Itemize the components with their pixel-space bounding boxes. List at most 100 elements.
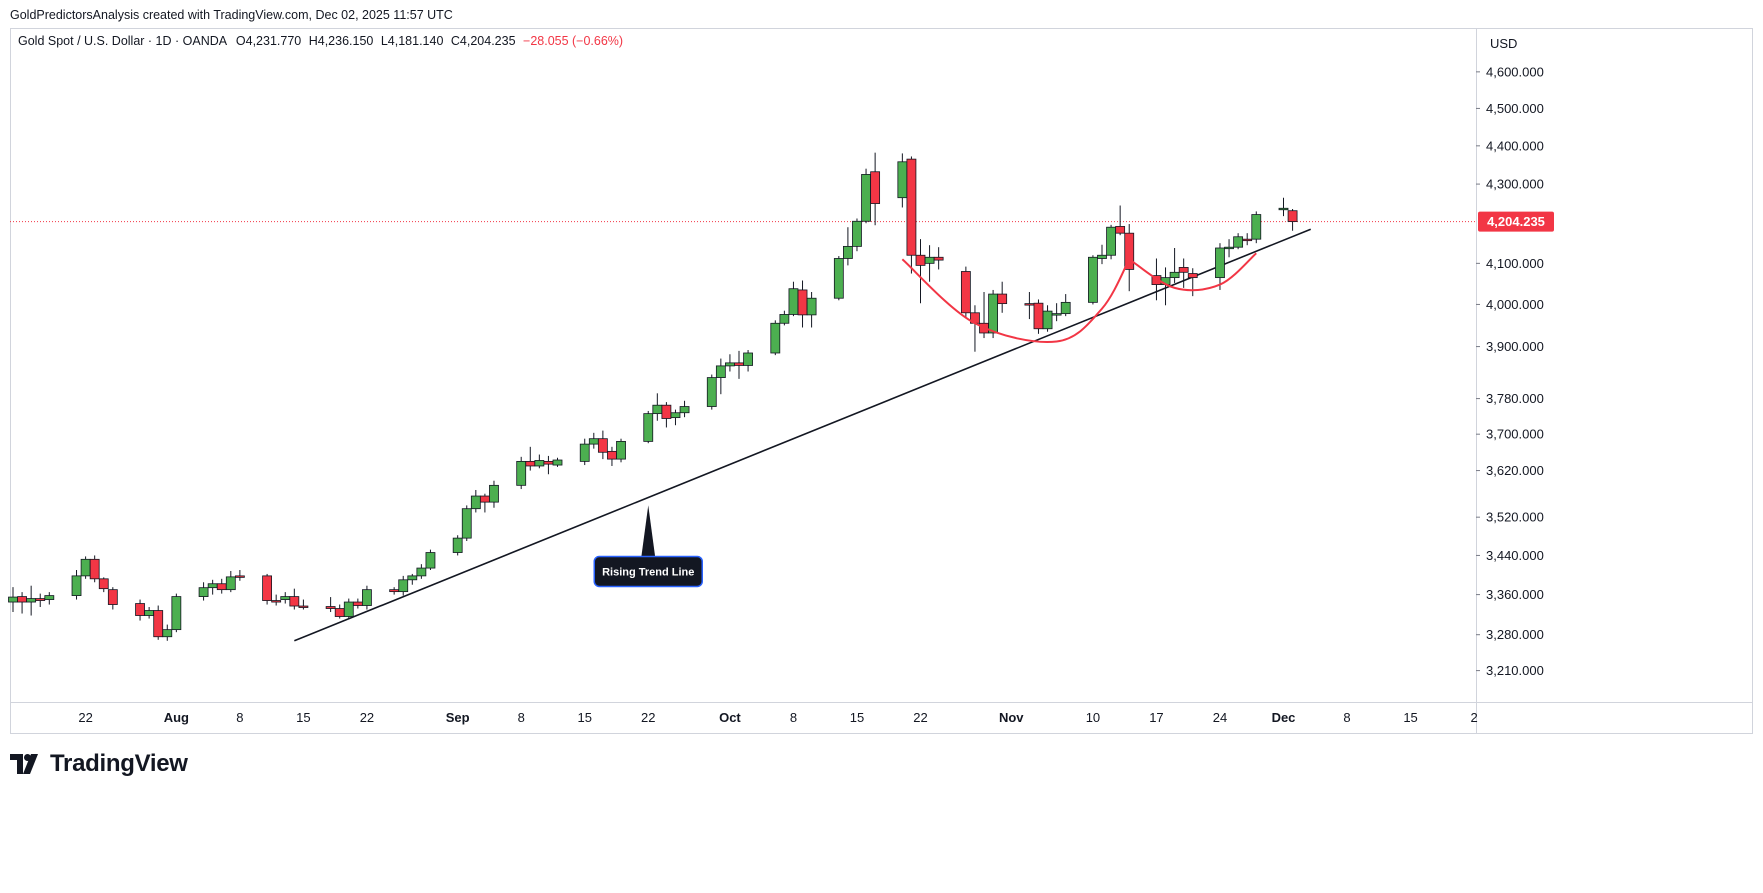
candle-body-down bbox=[352, 601, 363, 606]
candle bbox=[734, 350, 744, 379]
candle bbox=[861, 168, 871, 224]
candle-body-up bbox=[1215, 247, 1225, 279]
candle bbox=[1233, 233, 1244, 250]
high-label: H bbox=[308, 34, 318, 48]
candle-body-up bbox=[833, 258, 844, 299]
candle-body-down bbox=[525, 460, 536, 467]
candle-body-down bbox=[597, 438, 608, 453]
y-tick-label: 3,210.000 bbox=[1486, 663, 1544, 678]
x-tick-label: 15 bbox=[577, 710, 591, 725]
symbol-description: Gold Spot / U.S. Dollar · 1D · OANDA bbox=[18, 34, 227, 48]
y-tick-label: 4,500.000 bbox=[1486, 101, 1544, 116]
candle-body-down bbox=[89, 558, 100, 580]
candle bbox=[389, 587, 400, 595]
candle bbox=[44, 592, 55, 605]
candle-body-up bbox=[162, 629, 173, 638]
y-tick-label: 3,280.000 bbox=[1486, 627, 1544, 642]
callout-box[interactable] bbox=[593, 555, 703, 588]
handle-curve[interactable] bbox=[1128, 252, 1257, 292]
candle bbox=[1278, 197, 1289, 217]
candle bbox=[960, 266, 971, 317]
candle-body-up bbox=[897, 161, 908, 199]
rising-trend-line[interactable] bbox=[294, 228, 1312, 642]
candle bbox=[552, 457, 563, 467]
candle bbox=[1169, 247, 1180, 283]
candle bbox=[26, 585, 37, 616]
y-tick-label: 4,400.000 bbox=[1486, 138, 1544, 153]
tradingview-logo[interactable]: TradingView bbox=[10, 750, 188, 778]
candle-body-down bbox=[262, 575, 273, 601]
x-tick-label: Aug bbox=[164, 710, 189, 725]
candle bbox=[216, 578, 227, 594]
candle bbox=[1051, 303, 1062, 322]
candle-body-up bbox=[806, 297, 817, 316]
candle-body-down bbox=[98, 578, 109, 590]
candle-body-up bbox=[588, 438, 599, 445]
candle-body-down bbox=[1033, 302, 1044, 330]
candle-body-up bbox=[1060, 301, 1071, 315]
trend-line-label: Rising Trend Line bbox=[602, 566, 694, 578]
candle bbox=[915, 239, 926, 304]
candle bbox=[298, 599, 309, 610]
y-tick-label: 3,360.000 bbox=[1486, 587, 1544, 602]
x-tick-label: 22 bbox=[913, 710, 927, 725]
candle-body-down bbox=[479, 495, 490, 503]
candle-body-up bbox=[362, 589, 372, 606]
candle bbox=[906, 156, 917, 274]
last-price-badge bbox=[1478, 211, 1554, 232]
x-tick-label: 15 bbox=[296, 710, 310, 725]
candle bbox=[262, 573, 273, 605]
candle-body-up bbox=[416, 567, 427, 577]
candle bbox=[1106, 224, 1116, 260]
candle bbox=[1088, 255, 1098, 305]
candle-body-down bbox=[1115, 226, 1126, 234]
candle bbox=[1115, 205, 1126, 236]
candle bbox=[525, 446, 536, 471]
candle-body-up bbox=[470, 495, 481, 510]
candle-body-down bbox=[607, 450, 617, 460]
x-tick-label: 24 bbox=[1213, 710, 1227, 725]
x-tick-label: 8 bbox=[1343, 710, 1350, 725]
candle-body-up bbox=[788, 288, 799, 315]
candle bbox=[425, 549, 436, 571]
candle bbox=[71, 570, 82, 600]
candle-body-down bbox=[389, 589, 400, 593]
candle-body-down bbox=[661, 404, 672, 419]
candle bbox=[1187, 268, 1198, 297]
candle-body-up bbox=[1097, 254, 1107, 259]
candle bbox=[98, 577, 109, 593]
y-tick-label: 4,100.000 bbox=[1486, 256, 1544, 271]
candle-body-up bbox=[44, 595, 55, 600]
candle bbox=[1033, 299, 1044, 334]
close-label: C bbox=[450, 34, 460, 48]
candle bbox=[452, 535, 463, 556]
y-tick-label: 4,000.000 bbox=[1486, 297, 1544, 312]
candle-body-up bbox=[26, 598, 37, 603]
candle-body-up bbox=[743, 352, 753, 366]
candle bbox=[1097, 244, 1107, 265]
candle-body-up bbox=[1251, 214, 1262, 240]
candle bbox=[1251, 211, 1262, 244]
candle-body-down bbox=[289, 596, 300, 607]
cup-curve[interactable] bbox=[901, 258, 1131, 343]
chart-frame[interactable] bbox=[10, 28, 1753, 734]
candle bbox=[770, 320, 781, 356]
x-tick-label: Dec bbox=[1272, 710, 1296, 725]
chart-credit: GoldPredictorsAnalysis created with Trad… bbox=[10, 8, 453, 22]
callout-pointer bbox=[641, 505, 656, 558]
candle-body-down bbox=[734, 362, 744, 366]
candle bbox=[988, 289, 998, 339]
candle bbox=[743, 349, 753, 372]
candle-body-up bbox=[144, 610, 155, 616]
currency-label[interactable]: USD bbox=[1490, 36, 1517, 51]
candle bbox=[870, 152, 881, 226]
candle-body-up bbox=[843, 245, 853, 259]
candle-body-up bbox=[452, 537, 463, 553]
candle bbox=[489, 480, 499, 508]
low-value: 4,181.140 bbox=[387, 34, 444, 48]
candle bbox=[162, 624, 173, 641]
candle-body-down bbox=[107, 589, 118, 605]
candle-body-down bbox=[915, 254, 926, 266]
candle-body-up bbox=[516, 460, 527, 486]
